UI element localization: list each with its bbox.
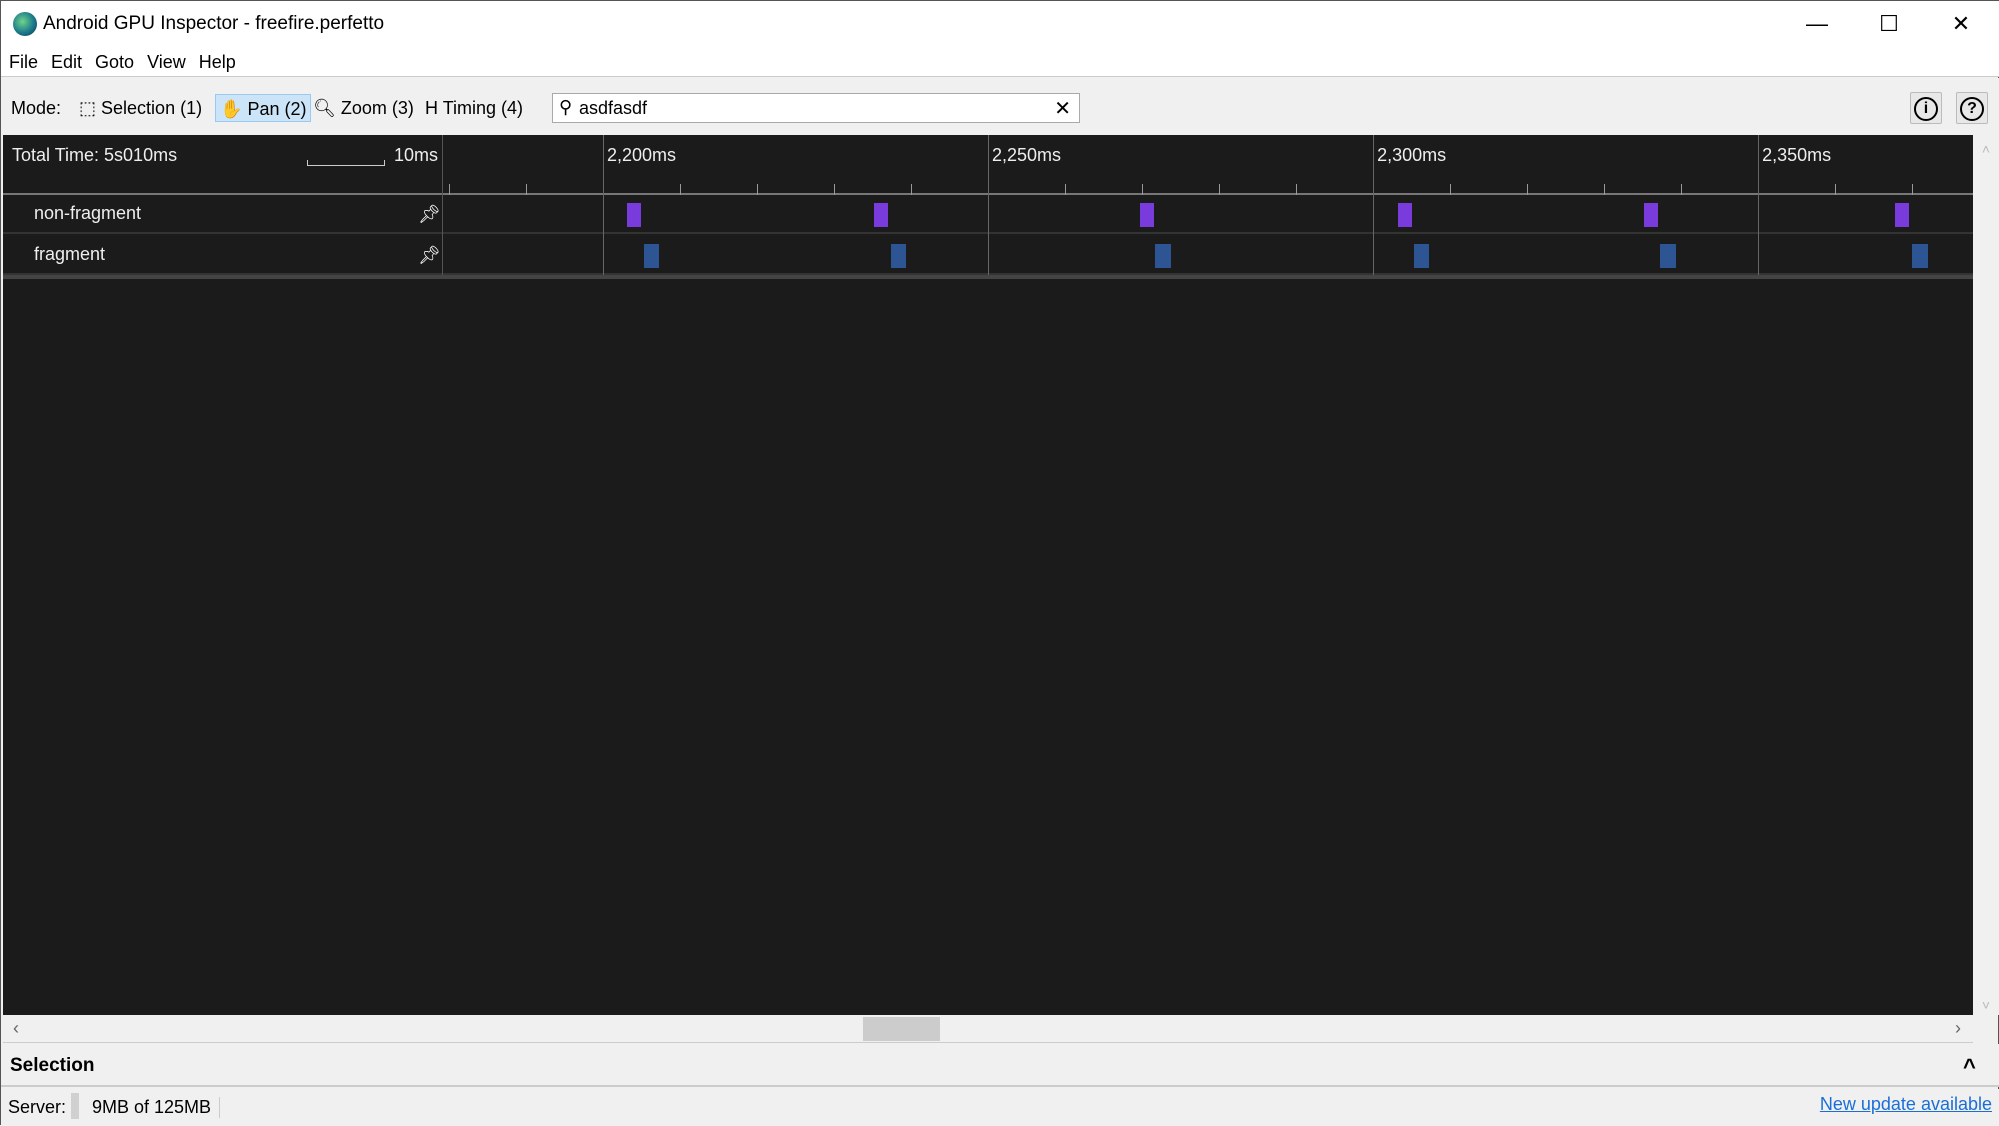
minor-tick	[1450, 184, 1452, 195]
fragment-event[interactable]	[643, 244, 660, 268]
timeline-view[interactable]: Total Time: 5s010ms 10ms 2,200ms 2,250ms 2…	[3, 135, 1973, 1015]
non-fragment-event[interactable]	[1397, 203, 1412, 227]
total-time: Total Time: 5s010ms	[12, 145, 178, 165]
selection-title: Selection	[10, 1055, 95, 1076]
minor-tick	[756, 184, 758, 195]
search-input[interactable]: ⚲ asdfasdf ✕	[552, 93, 1080, 123]
major-tick-label: 2,200ms	[606, 145, 676, 165]
chevron-up-icon[interactable]: ^	[1963, 1054, 1976, 1079]
scroll-up-icon[interactable]: ˄	[1981, 141, 1991, 157]
scroll-right-icon[interactable]: ›	[1955, 1018, 1961, 1038]
axis-line	[442, 193, 1973, 195]
minor-tick	[1296, 184, 1298, 195]
title-bar: Android GPU Inspector - freefire.perfett…	[1, 1, 1999, 47]
selection-panel-header[interactable]: Selection ^	[1, 1044, 1999, 1087]
non-fragment-event[interactable]	[1644, 203, 1659, 227]
maximize-button[interactable]: ☐	[1879, 11, 1899, 36]
mode-timing-button[interactable]: H Timing (4)	[421, 94, 527, 122]
menu-goto[interactable]: Goto	[95, 52, 135, 72]
scrollbar-thumb[interactable]	[863, 1017, 940, 1041]
help-icon: ?	[1960, 97, 1984, 121]
info-button[interactable]: i	[1910, 92, 1942, 124]
update-link[interactable]: New update available	[1819, 1094, 1992, 1114]
major-gridline	[988, 135, 989, 275]
non-fragment-event[interactable]	[874, 203, 888, 227]
clear-search-icon[interactable]: ✕	[1054, 98, 1071, 120]
pin-icon[interactable]: 📌︎	[418, 204, 441, 224]
menu-view[interactable]: View	[147, 52, 186, 72]
scroll-left-icon[interactable]: ‹	[13, 1018, 19, 1038]
mode-selection-button[interactable]: ⬚ Selection (1)	[75, 94, 206, 122]
minor-tick	[1065, 184, 1067, 195]
minor-tick	[1912, 184, 1914, 195]
search-icon: ⚲	[559, 97, 573, 117]
server-memory: 9MB of 125MB	[92, 1097, 221, 1118]
pin-icon[interactable]: 📌︎	[418, 245, 441, 265]
selection-icon: ⬚	[79, 98, 97, 118]
time-axis: 2,200ms 2,250ms 2,300ms 2,350ms	[3, 135, 1973, 195]
server-label: Server:	[8, 1097, 67, 1117]
toolbar: Mode: ⬚ Selection (1) ✋ Pan (2) 🔍︎ Zoom …	[1, 78, 1999, 135]
major-gridline	[1373, 135, 1375, 275]
major-tick-label: 2,250ms	[992, 145, 1062, 165]
mode-zoom-label: Zoom (3)	[340, 98, 414, 118]
scroll-down-icon[interactable]: ˅	[1981, 997, 1991, 1013]
minor-tick	[1681, 184, 1683, 195]
fragment-event[interactable]	[1413, 244, 1430, 268]
tracks-divider	[3, 275, 1973, 279]
major-tick-label: 2,300ms	[1377, 145, 1447, 165]
horizontal-scrollbar[interactable]: ‹ ›	[3, 1015, 1973, 1043]
help-button[interactable]: ?	[1956, 92, 1988, 124]
minor-tick	[1835, 184, 1837, 195]
minor-tick	[1527, 184, 1529, 195]
window-title: Android GPU Inspector - freefire.perfett…	[43, 13, 385, 34]
non-fragment-event[interactable]	[1895, 203, 1910, 227]
non-fragment-event[interactable]	[626, 203, 641, 227]
vertical-scrollbar[interactable]: ˄ ˅	[1973, 135, 1999, 1015]
mode-pan-label: Pan (2)	[247, 99, 307, 119]
minor-tick	[1604, 184, 1606, 195]
memory-bar	[71, 1093, 79, 1119]
menu-file[interactable]: File	[9, 52, 39, 72]
major-gridline	[602, 135, 604, 275]
scale-bar	[307, 160, 385, 166]
mode-timing-label: Timing (4)	[442, 98, 524, 118]
menu-help[interactable]: Help	[198, 52, 236, 72]
close-button[interactable]: ✕	[1951, 11, 1971, 36]
track-name: non-fragment	[34, 203, 142, 223]
fragment-event[interactable]	[1912, 244, 1928, 268]
track-name: fragment	[34, 244, 106, 264]
status-bar: Server: 9MB of 125MB New update availabl…	[1, 1089, 1999, 1126]
search-value[interactable]: asdfasdf	[579, 98, 648, 118]
menu-bar: File Edit Goto View Help	[1, 47, 1999, 77]
minor-tick	[1142, 184, 1144, 195]
hand-icon: ✋	[220, 99, 243, 119]
menu-edit[interactable]: Edit	[51, 52, 83, 72]
minor-tick	[679, 184, 681, 195]
major-tick-label: 2,350ms	[1762, 145, 1832, 165]
scale-label: 10ms	[394, 145, 439, 165]
minimize-button[interactable]: —	[1806, 11, 1828, 36]
zoom-icon: 🔍︎	[313, 98, 336, 118]
label-column-divider	[442, 135, 443, 275]
fragment-event[interactable]	[1660, 244, 1676, 268]
fragment-event[interactable]	[1155, 244, 1171, 268]
major-gridline	[1758, 135, 1760, 275]
minor-tick	[525, 184, 527, 195]
mode-zoom-button[interactable]: 🔍︎ Zoom (3)	[309, 94, 418, 122]
info-icon: i	[1914, 97, 1938, 121]
fragment-event[interactable]	[890, 244, 907, 268]
minor-tick	[833, 184, 835, 195]
mode-label: Mode:	[11, 98, 62, 118]
minor-tick	[448, 184, 450, 195]
non-fragment-event[interactable]	[1139, 203, 1154, 227]
mode-selection-label: Selection (1)	[101, 98, 203, 118]
timing-icon: H	[425, 98, 438, 118]
mode-pan-button[interactable]: ✋ Pan (2)	[215, 94, 312, 122]
minor-tick	[911, 184, 912, 195]
app-logo-icon	[13, 12, 37, 36]
minor-tick	[1219, 184, 1221, 195]
